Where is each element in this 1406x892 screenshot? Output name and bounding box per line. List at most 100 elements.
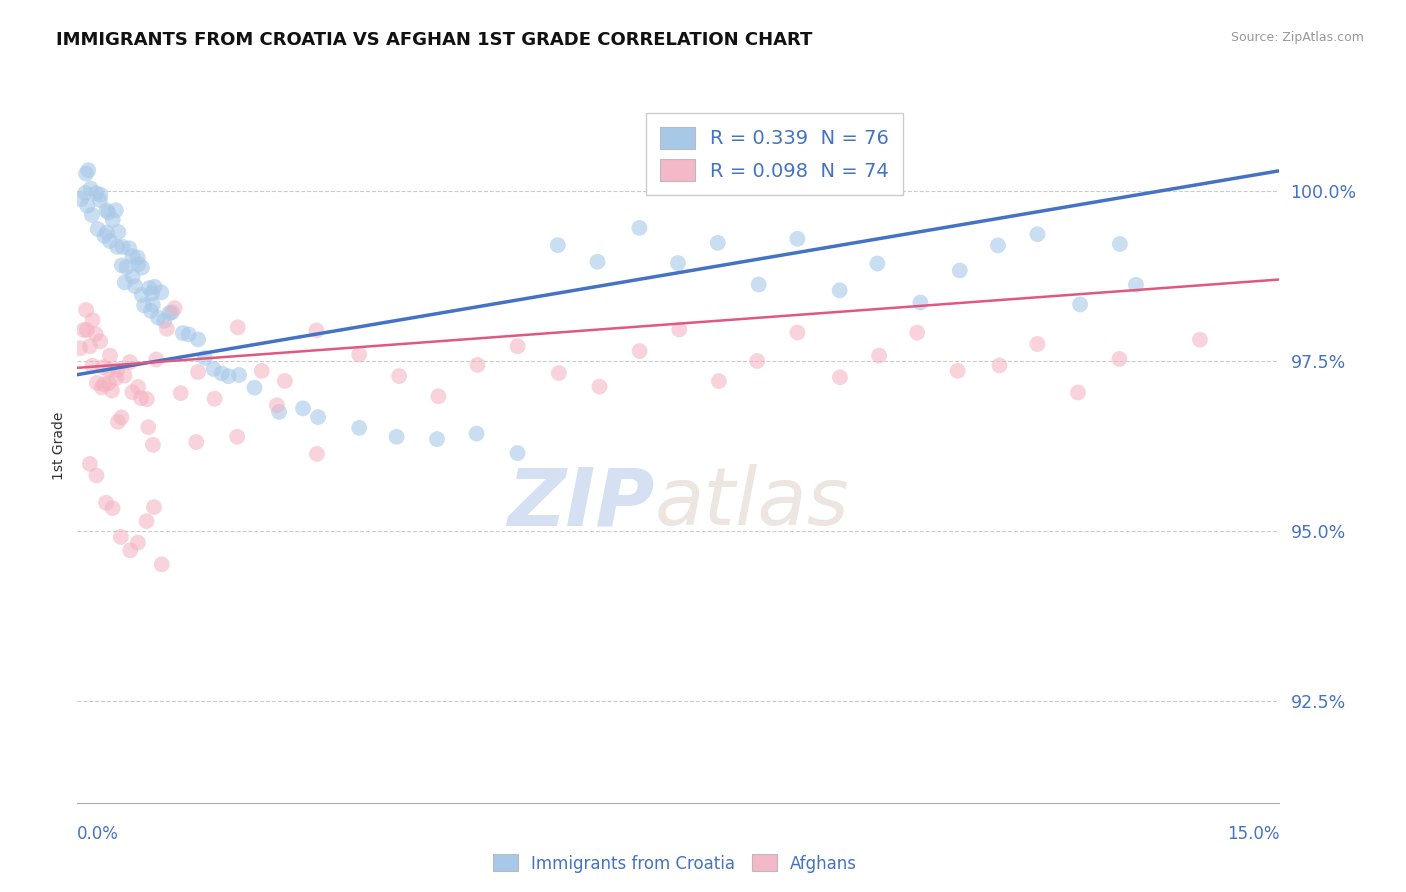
Point [115,260,138,274]
Point [194,351,217,365]
Point [1108,351,1130,366]
Point [218,369,240,384]
Point [747,354,769,368]
Text: atlas: atlas [654,464,849,542]
Point [79,181,101,195]
Point [868,349,890,363]
Point [150,558,173,572]
Point [97,363,120,377]
Point [269,405,291,419]
Point [84,327,107,342]
Point [76,199,98,213]
Point [146,310,169,325]
Point [988,359,1011,373]
Point [101,384,124,398]
Point [159,306,181,320]
Point [97,376,120,390]
Y-axis label: 1st Grade: 1st Grade [52,412,66,480]
Point [1188,333,1211,347]
Point [118,241,141,255]
Point [204,392,226,406]
Point [305,323,328,337]
Point [110,530,132,544]
Point [226,320,249,334]
Point [292,401,315,416]
Point [121,385,143,400]
Point [172,326,194,340]
Point [187,365,209,379]
Point [465,426,488,441]
Point [93,228,115,243]
Point [77,163,100,178]
Legend: R = 0.339  N = 76, R = 0.098  N = 74: R = 0.339 N = 76, R = 0.098 N = 74 [647,113,903,195]
Point [124,279,146,293]
Point [127,251,149,265]
Point [98,349,121,363]
Point [131,260,153,275]
Point [86,468,108,483]
Point [586,254,609,268]
Text: IMMIGRANTS FROM CROATIA VS AFGHAN 1ST GRADE CORRELATION CHART: IMMIGRANTS FROM CROATIA VS AFGHAN 1ST GR… [56,31,813,49]
Point [506,446,529,460]
Point [866,256,889,270]
Point [250,364,273,378]
Point [89,193,111,207]
Point [107,225,129,239]
Point [467,358,489,372]
Point [305,447,328,461]
Point [142,298,165,312]
Point [426,432,449,446]
Point [82,313,104,327]
Text: 15.0%: 15.0% [1227,825,1279,843]
Point [274,374,297,388]
Point [1125,277,1147,292]
Point [89,334,111,349]
Point [97,205,120,219]
Point [75,302,97,317]
Point [427,389,450,403]
Point [506,339,529,353]
Point [707,374,730,388]
Point [145,352,167,367]
Point [114,276,136,290]
Text: 0.0%: 0.0% [77,825,120,843]
Point [905,326,928,340]
Point [910,295,932,310]
Point [186,435,208,450]
Point [828,370,851,384]
Point [987,238,1010,252]
Point [666,256,689,270]
Point [135,514,157,528]
Text: ZIP: ZIP [508,464,654,542]
Point [84,186,107,201]
Point [69,341,91,355]
Point [153,314,176,328]
Point [202,362,225,376]
Point [187,332,209,346]
Point [547,238,569,252]
Point [86,376,108,390]
Point [1026,227,1049,242]
Point [114,368,136,383]
Point [163,301,186,315]
Point [1108,237,1130,252]
Point [120,543,142,558]
Point [228,368,250,382]
Legend: Immigrants from Croatia, Afghans: Immigrants from Croatia, Afghans [486,847,863,880]
Point [1067,385,1090,400]
Point [75,186,97,200]
Point [127,535,149,549]
Point [786,232,808,246]
Point [786,326,808,340]
Point [96,203,118,218]
Point [548,366,571,380]
Point [82,359,104,373]
Point [136,420,159,434]
Point [266,398,288,412]
Point [156,322,179,336]
Point [949,263,972,277]
Point [142,438,165,452]
Point [127,380,149,394]
Point [91,360,114,375]
Point [79,339,101,353]
